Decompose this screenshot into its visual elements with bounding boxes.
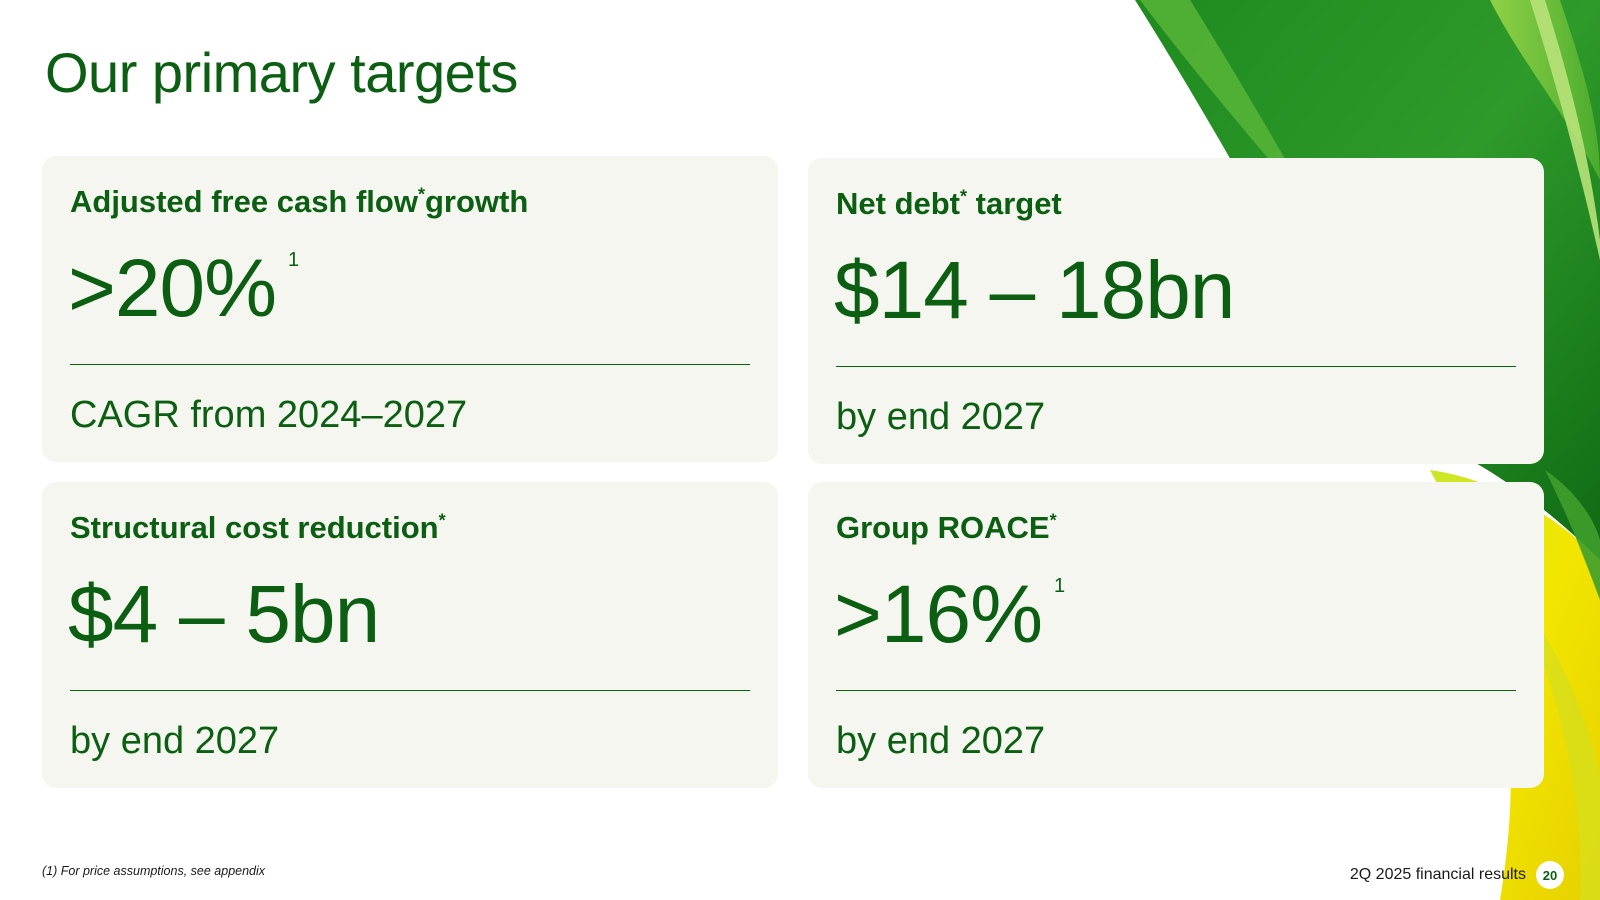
divider: [836, 366, 1516, 367]
target-card-free-cash-flow: Adjusted free cash flow*growth >20% 1 CAG…: [42, 156, 778, 462]
card-heading-text: Group ROACE: [836, 510, 1050, 545]
target-value-wrap: $4 – 5bn: [68, 574, 380, 656]
divider: [70, 364, 750, 365]
card-heading: Structural cost reduction*: [70, 510, 446, 546]
slide-footer: 2Q 2025 financial results 20: [1350, 861, 1564, 889]
card-heading-text: Net debt: [836, 186, 960, 221]
card-heading: Adjusted free cash flow*growth: [70, 184, 528, 220]
target-card-group-roace: Group ROACE* >16% 1 by end 2027: [808, 482, 1544, 788]
footnote-text: (1) For price assumptions, see appendix: [42, 864, 266, 878]
card-heading-text: Adjusted free cash flow: [70, 184, 418, 219]
asterisk-mark: *: [960, 186, 968, 207]
target-value: $14 – 18bn: [834, 245, 1235, 336]
presentation-label: 2Q 2025 financial results: [1349, 866, 1526, 883]
target-value: >20%: [68, 243, 277, 334]
target-timeframe: by end 2027: [70, 720, 280, 762]
card-heading-suffix: target: [967, 186, 1062, 221]
page-number-badge: 20: [1536, 861, 1564, 889]
target-value-wrap: >20% 1: [68, 248, 299, 330]
card-heading: Net debt* target: [836, 186, 1062, 222]
target-value: $4 – 5bn: [68, 569, 380, 660]
footnote-marker: 1: [288, 249, 300, 271]
target-value-wrap: $14 – 18bn: [834, 250, 1235, 332]
divider: [70, 690, 750, 691]
asterisk-mark: *: [438, 510, 446, 531]
page-title: Our primary targets: [45, 41, 518, 104]
card-heading-suffix: growth: [424, 184, 529, 219]
target-card-structural-cost: Structural cost reduction* $4 – 5bn by e…: [42, 482, 778, 788]
target-value-wrap: >16% 1: [834, 574, 1065, 656]
asterisk-mark: *: [417, 184, 425, 205]
target-timeframe: by end 2027: [836, 720, 1046, 762]
card-heading-text: Structural cost reduction: [70, 510, 439, 545]
target-timeframe: by end 2027: [836, 396, 1046, 438]
target-card-net-debt: Net debt* target $14 – 18bn by end 2027: [808, 158, 1544, 464]
asterisk-mark: *: [1049, 510, 1057, 531]
card-heading: Group ROACE*: [836, 510, 1057, 546]
target-value: >16%: [834, 569, 1043, 660]
footnote-marker: 1: [1054, 575, 1066, 597]
target-timeframe: CAGR from 2024–2027: [70, 394, 468, 436]
divider: [836, 690, 1516, 691]
